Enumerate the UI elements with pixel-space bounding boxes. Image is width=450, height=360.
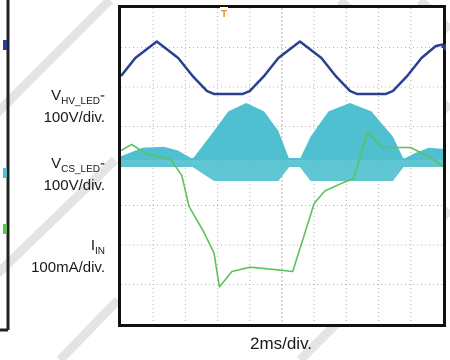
- series-iin-line: [120, 131, 444, 288]
- ch2-label-sub: CS_LED: [61, 164, 100, 175]
- screen-traces: 124: [118, 40, 444, 288]
- ch1-right-marker-icon: [441, 43, 446, 51]
- ch4-label-sub: IN: [95, 246, 105, 257]
- ch1-label: VHV_LED- 100V/div.: [10, 88, 105, 126]
- ch4-scale: 100mA/div.: [31, 259, 105, 276]
- series-vcs-led-envelope: [121, 103, 443, 159]
- x-axis-scale: 2ms/div.: [250, 334, 313, 353]
- series-vhv-led-line: [120, 40, 444, 96]
- ch1-label-sub: HV_LED: [61, 96, 100, 107]
- trigger-marker-box: [220, 7, 228, 18]
- screen-grid: [121, 8, 443, 324]
- right-edge-marker: [441, 43, 446, 51]
- ch4-label-name: I: [90, 237, 95, 254]
- ch2-label-dash: -: [100, 155, 105, 172]
- screen-frame: [118, 5, 446, 327]
- ch1-label-name: V: [51, 87, 62, 104]
- ch2-label: VCS_LED- 100V/div.: [10, 156, 105, 194]
- ch4-label: IIN 100mA/div.: [5, 238, 105, 276]
- left-panel-border-blue-tick: [3, 40, 7, 234]
- ch1-label-dash: -: [100, 87, 105, 104]
- trigger-marker-icon: T: [221, 9, 227, 20]
- trigger-marker: T: [220, 7, 228, 20]
- ch2-label-name: V: [51, 155, 62, 172]
- series-vcs-led-lower-fill: [121, 159, 443, 181]
- ch2-scale: 100V/div.: [43, 177, 105, 194]
- oscilloscope-screen: 124 T: [118, 5, 446, 327]
- left-panel-border: [0, 0, 10, 332]
- ch1-scale: 100V/div.: [43, 109, 105, 126]
